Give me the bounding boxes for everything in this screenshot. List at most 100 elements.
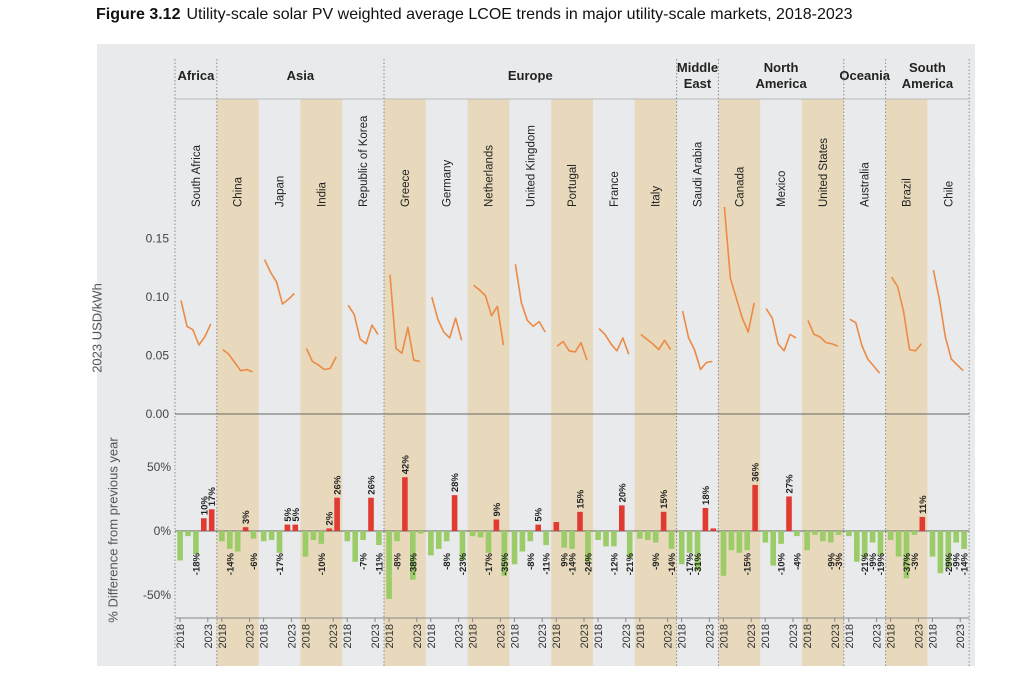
shaded-band-9 [551, 99, 593, 666]
bar-label-2-2: 5% [291, 507, 302, 521]
bar-label-11-2: -14% [667, 552, 678, 575]
year-tick-0-1: 2023 [203, 624, 215, 648]
bar-label-17-2: 11% [918, 495, 929, 514]
bar-label-10-1: 20% [617, 483, 628, 503]
pct-bar-5-3 [410, 531, 416, 580]
bar-label-5-2: -38% [408, 552, 419, 575]
pct-bar-12-4 [710, 528, 717, 531]
bar-label-7-0: -17% [484, 552, 495, 575]
bar-label-5-1: 42% [400, 455, 411, 475]
region-label-1: Asia [287, 68, 315, 83]
figure-number: Figure 3.12 [96, 6, 181, 23]
bar-label-14-0: -10% [777, 552, 788, 575]
pct-bar-3-2 [318, 531, 325, 544]
region-label-6-0: South [909, 60, 946, 75]
pct-bar-6-2 [443, 531, 450, 542]
pct-bar-1-4 [250, 531, 257, 539]
pct-bar-2-4 [292, 524, 299, 531]
year-tick-10-1: 2023 [621, 624, 633, 648]
pct-bar-8-2 [527, 531, 534, 542]
bar-label-12-1: -31% [693, 552, 704, 575]
bar-label-10-2: -21% [625, 552, 636, 575]
top-ytick-3: 0.00 [146, 407, 170, 421]
year-tick-16-0: 2018 [844, 624, 856, 648]
country-label-16: Australia [860, 162, 872, 207]
year-tick-6-0: 2018 [426, 624, 438, 648]
pct-bar-18-0 [929, 531, 936, 557]
year-tick-4-0: 2018 [342, 624, 354, 648]
pct-bar-6-3 [451, 495, 458, 531]
shaded-band-1 [216, 99, 259, 666]
year-tick-9-0: 2018 [551, 624, 563, 648]
lcoe-line-10 [598, 328, 630, 355]
bar-label-4-0: -7% [359, 552, 370, 569]
pct-bar-17-1 [895, 531, 902, 557]
pct-bar-9-4 [585, 531, 591, 562]
year-tick-7-1: 2023 [495, 624, 507, 648]
bar-label-11-0: -9% [651, 552, 662, 569]
pct-bar-14-4 [794, 531, 800, 537]
pct-bar-10-2 [611, 531, 617, 547]
year-tick-17-0: 2018 [886, 624, 898, 648]
lcoe-line-1 [222, 348, 253, 373]
pct-bar-0-0 [177, 531, 183, 561]
bar-label-6-2: -23% [458, 552, 469, 575]
country-label-18: Chile [943, 181, 955, 207]
bar-label-15-0: -9% [826, 552, 837, 569]
pct-bar-13-0 [720, 531, 727, 576]
country-label-14: Mexico [776, 171, 788, 207]
year-tick-13-1: 2023 [746, 624, 758, 648]
lcoe-line-12 [681, 310, 713, 371]
bar-label-11-1: 15% [659, 489, 670, 509]
bar-label-9-0: 9% [560, 552, 571, 566]
bar-label-6-1: 28% [450, 473, 461, 493]
lcoe-chart: Africa Asia EuropeMiddleEastNorthAmericaOc… [143, 59, 971, 666]
pct-bar-14-2 [778, 531, 784, 544]
pct-bar-8-4 [543, 531, 549, 546]
pct-bar-10-4 [626, 531, 633, 558]
bar-label-18-0: -29% [944, 552, 955, 575]
region-label-4-1: America [755, 76, 807, 91]
lcoe-line-15 [807, 320, 839, 347]
year-tick-8-0: 2018 [509, 624, 521, 648]
pct-bar-4-1 [352, 531, 358, 562]
pct-bar-8-0 [511, 531, 518, 565]
pct-bar-11-2 [652, 531, 659, 543]
pct-bar-10-0 [595, 531, 601, 540]
pct-bar-15-3 [828, 531, 834, 543]
pct-bar-0-2 [193, 531, 199, 555]
lcoe-line-11 [640, 333, 672, 351]
bar-label-6-0: -8% [442, 552, 453, 569]
country-label-6: Germany [442, 159, 454, 207]
pct-bar-0-3 [201, 518, 207, 531]
bar-label-1-0: -14% [225, 552, 236, 575]
pct-bar-17-0 [887, 531, 894, 540]
pct-bar-12-2 [694, 531, 701, 571]
bar-label-8-2: -11% [542, 552, 553, 574]
bar-label-3-0: -10% [317, 552, 328, 575]
lcoe-line-8 [514, 264, 546, 333]
pct-bar-18-2 [945, 531, 952, 569]
year-tick-15-0: 2018 [802, 624, 814, 648]
shaded-band-11 [634, 99, 677, 666]
year-tick-0-0: 2018 [175, 624, 187, 648]
chart-panel: Africa Asia Europe Middle East North America Oc… [97, 44, 975, 666]
year-tick-9-1: 2023 [579, 624, 591, 648]
pct-bar-15-4 [835, 531, 842, 535]
bar-label-5-0: -8% [393, 552, 404, 569]
bar-label-13-0: -15% [743, 552, 754, 575]
year-tick-10-0: 2018 [593, 624, 605, 648]
pct-bar-17-3 [911, 531, 918, 535]
pct-bar-15-0 [804, 531, 810, 551]
figure-title: Figure 3.12 Utility-scale solar PV weight… [96, 6, 853, 24]
country-label-12: Saudi Arabia [693, 141, 705, 207]
lcoe-line-6 [431, 296, 463, 341]
year-tick-8-1: 2023 [537, 624, 549, 648]
top-y-axis-label: 2023 USD/kWh [89, 283, 105, 373]
pct-bar-6-1 [436, 531, 442, 549]
bar-label-14-2: -4% [792, 552, 803, 569]
pct-bar-5-2 [402, 477, 408, 531]
bar-label-1-1: 3% [241, 510, 252, 524]
pct-bar-7-0 [469, 531, 476, 537]
country-label-5: Greece [400, 169, 412, 207]
